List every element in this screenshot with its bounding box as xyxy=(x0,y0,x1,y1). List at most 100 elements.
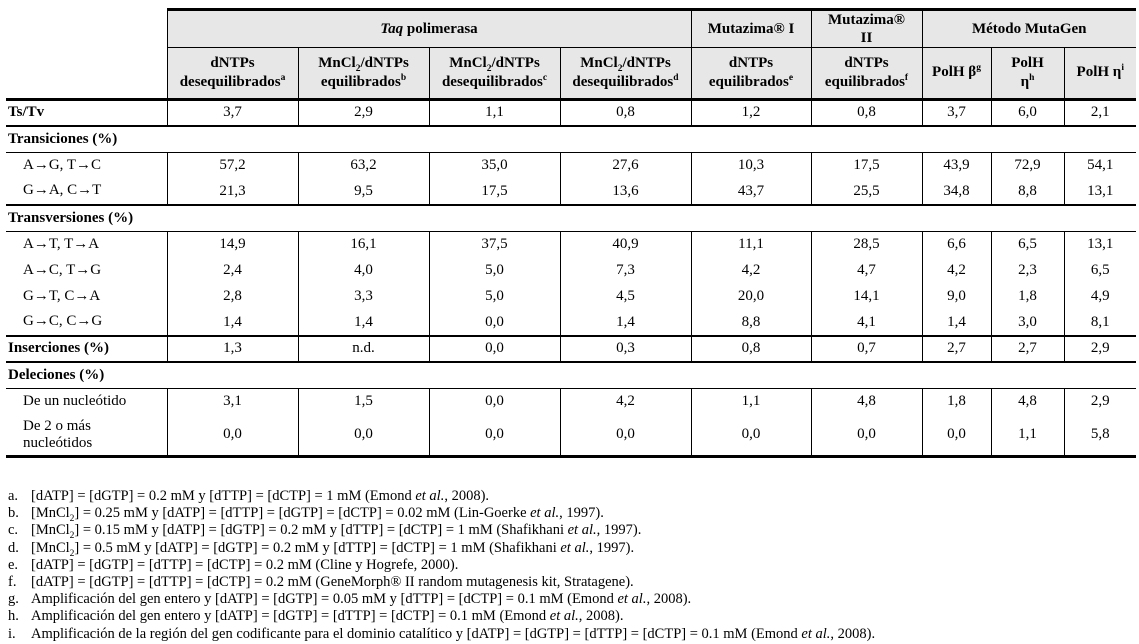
footnote: i. Amplificación de la región del gen cod… xyxy=(8,626,1139,643)
table-cell-value: 3,0 xyxy=(990,309,1065,336)
row-label: G→C, C→G xyxy=(6,309,168,336)
table-cell-value: 0,0 xyxy=(428,388,561,415)
table-cell-value: 1,4 xyxy=(166,309,299,336)
table-cell-value: 0,0 xyxy=(690,414,812,458)
row-label: Ts/Tv xyxy=(6,99,168,126)
footnote-text: Amplificación de la región del gen codif… xyxy=(31,625,876,642)
row-label: De un nucleótido xyxy=(6,388,168,415)
table-cell-value: 1,3 xyxy=(166,334,299,362)
column-group-header: Taq polimerasa xyxy=(166,8,692,48)
table-cell-value: 4,0 xyxy=(297,257,430,284)
table-cell-value: 7,3 xyxy=(559,257,692,284)
table-cell-value: 72,9 xyxy=(990,152,1065,179)
table-cell-value: 1,4 xyxy=(921,309,992,336)
table-cell-value: 6,5 xyxy=(990,231,1065,258)
table-cell-value: 4,5 xyxy=(559,283,692,310)
footnote-marker: i. xyxy=(8,625,16,642)
table-cell-value: 0,7 xyxy=(810,334,923,362)
table-cell-value: 9,5 xyxy=(297,178,430,205)
table-cell-value: 0,0 xyxy=(428,309,561,336)
table-cell-value: 37,5 xyxy=(428,231,561,258)
table-cell-value: 3,1 xyxy=(166,388,299,415)
table-cell-value: 0,0 xyxy=(559,414,692,458)
table-cell-value: 2,8 xyxy=(166,283,299,310)
table-cell-value: 34,8 xyxy=(921,178,992,205)
footnote-marker: f. xyxy=(8,574,17,591)
table-cell-value: 4,2 xyxy=(559,388,692,415)
table-cell-value: 0,0 xyxy=(428,334,561,362)
table-cell-value: 6,0 xyxy=(990,99,1065,126)
section-header-row: Transiciones (%) xyxy=(6,124,1136,153)
mutation-spectrum-table: Taq polimerasa Mutazima® I Mutazima® II Mét… xyxy=(6,8,1136,458)
row-label: Inserciones (%) xyxy=(6,334,168,362)
table-cell-value: 20,0 xyxy=(690,283,812,310)
footnote: a. [dATP] = [dGTP] = 0.2 mM y [dTTP] = [d… xyxy=(8,488,1139,505)
section-header-row: Deleciones (%) xyxy=(6,360,1136,389)
table-cell-value: 8,1 xyxy=(1063,309,1136,336)
column-sub-header: dNTPs desequilibradosa xyxy=(166,47,299,101)
row-label: G→T, C→A xyxy=(6,283,168,310)
table-cell-value: 2,4 xyxy=(166,257,299,284)
table-cell-value: 16,1 xyxy=(297,231,430,258)
footnote-marker: a. xyxy=(8,488,19,504)
table-cell-value: 2,7 xyxy=(921,334,992,362)
table-cell-value: 54,1 xyxy=(1063,152,1136,179)
footnote-marker: b. xyxy=(8,505,19,522)
table-cell-value: 1,8 xyxy=(921,388,992,415)
table-cell-value: 13,1 xyxy=(1063,231,1136,258)
table-cell-value: 2,7 xyxy=(990,334,1065,362)
table-cell-value: 25,5 xyxy=(810,178,923,205)
table-cell-value: 57,2 xyxy=(166,152,299,179)
table-cell-value: 0,8 xyxy=(559,99,692,126)
table-cell-value: 40,9 xyxy=(559,231,692,258)
table-corner-cell xyxy=(6,9,168,101)
table-cell-value: 8,8 xyxy=(690,309,812,336)
footnote-text: Amplificación del gen entero y [dATP] = … xyxy=(31,591,692,608)
footnote-marker: g. xyxy=(8,591,19,608)
table-cell-value: 2,9 xyxy=(1063,388,1136,415)
table-cell-value: 2,3 xyxy=(990,257,1065,284)
footnote: d. [MnCl2] = 0.5 mM y [dATP] = [dGTP] = 0… xyxy=(8,540,1139,559)
table-cell-value: 4,7 xyxy=(810,257,923,284)
column-group-header: Mutazima® I xyxy=(690,8,812,48)
table-cell-value: 28,5 xyxy=(810,231,923,258)
table-cell-value: 4,8 xyxy=(990,388,1065,415)
table-cell-value: 3,7 xyxy=(921,99,992,126)
footnote: e. [dATP] = [dGTP] = [dTTP] = [dCTP] = 0.… xyxy=(8,557,1139,574)
table-cell-value: 3,3 xyxy=(297,283,430,310)
table-cell-value: 6,6 xyxy=(921,231,992,258)
table-cell-value: 17,5 xyxy=(810,152,923,179)
footnote-marker: e. xyxy=(8,556,19,573)
table-cell-value: 43,9 xyxy=(921,152,992,179)
column-sub-header: MnCl2/dNTPs desequilibradosd xyxy=(559,47,692,101)
footnote-text: [MnCl2] = 0.25 mM y [dATP] = [dTTP] = [d… xyxy=(31,505,604,525)
table-cell-value: 14,1 xyxy=(810,283,923,310)
footnotes: a. [dATP] = [dGTP] = 0.2 mM y [dTTP] = [d… xyxy=(8,488,1139,643)
column-sub-header: MnCl2/dNTPs desequilibradosc xyxy=(428,47,561,101)
table-cell-value: 43,7 xyxy=(690,178,812,205)
footnote: f. [dATP] = [dGTP] = [dTTP] = [dCTP] = 0.… xyxy=(8,574,1139,591)
table-cell-value: 4,2 xyxy=(690,257,812,284)
row-label: A→C, T→G xyxy=(6,257,168,284)
footnote-text: [dATP] = [dGTP] = 0.2 mM y [dTTP] = [dCT… xyxy=(31,488,490,504)
column-sub-header: dNTPs equilibradose xyxy=(690,47,812,101)
footnote: b. [MnCl2] = 0.25 mM y [dATP] = [dTTP] = … xyxy=(8,505,1139,525)
table-cell-value: 21,3 xyxy=(166,178,299,205)
table-cell-value: 0,8 xyxy=(810,99,923,126)
table-cell-value: 1,8 xyxy=(990,283,1065,310)
table-cell-value: n.d. xyxy=(297,334,430,362)
table-cell-value: 1,1 xyxy=(990,414,1065,458)
table-cell-value: 8,8 xyxy=(990,178,1065,205)
footnote: h. Amplificación del gen entero y [dATP] … xyxy=(8,608,1139,625)
table-cell-value: 0,0 xyxy=(810,414,923,458)
row-label: G→A, C→T xyxy=(6,178,168,205)
table-cell-value: 3,7 xyxy=(166,99,299,126)
table-cell-value: 1,1 xyxy=(428,99,561,126)
table-cell-value: 2,1 xyxy=(1063,99,1136,126)
table-cell-value: 5,0 xyxy=(428,283,561,310)
table-body: Ts/Tv 3,7 2,9 1,1 0,8 1,2 0,8 3,7 6,0 2,1 Transici… xyxy=(6,99,1136,458)
column-sub-header: PolH βg xyxy=(921,47,992,101)
footnote: g. Amplificación del gen entero y [dATP] … xyxy=(8,591,1139,608)
footnote-marker: c. xyxy=(8,522,19,539)
table-cell-value: 6,5 xyxy=(1063,257,1136,284)
